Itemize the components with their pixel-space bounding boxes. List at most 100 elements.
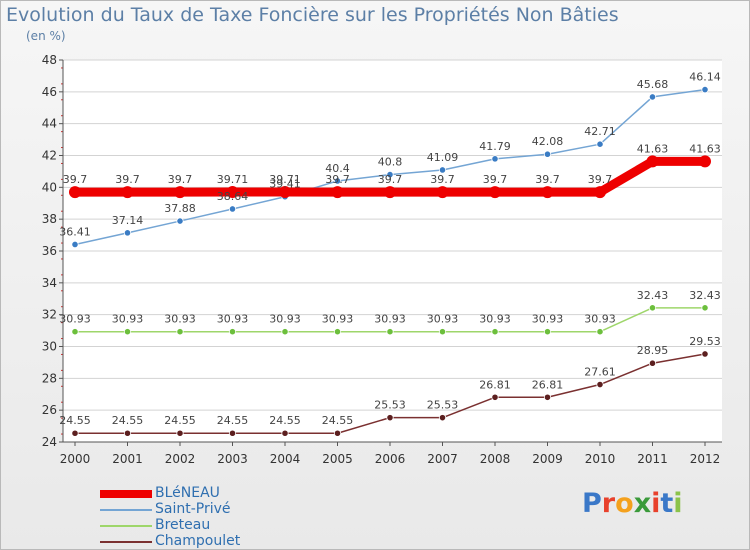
data-label: 24.55 (164, 414, 196, 427)
data-point (228, 429, 237, 437)
logo-letter: i (673, 488, 683, 519)
data-label: 30.93 (584, 313, 616, 326)
data-point (701, 350, 709, 358)
data-point (71, 328, 79, 336)
data-point (543, 393, 552, 401)
data-point (333, 328, 342, 336)
data-point (279, 185, 291, 198)
data-point (648, 304, 657, 312)
data-point (701, 86, 709, 94)
data-point (646, 155, 659, 168)
legend-label-saint-prive: Saint-Privé (155, 501, 231, 517)
data-point (699, 155, 711, 168)
legend-label-bleneau: BLéNEAU (155, 485, 220, 501)
x-tick-label: 2002 (165, 452, 196, 466)
data-label: 39.7 (535, 173, 560, 186)
data-point (701, 304, 709, 312)
data-point (386, 328, 394, 336)
data-point (491, 328, 499, 336)
data-label: 30.93 (59, 313, 91, 326)
data-label: 24.55 (269, 414, 301, 427)
y-tick-label: 34 (42, 276, 57, 290)
data-point (438, 414, 447, 422)
data-point (596, 380, 604, 389)
data-point (333, 177, 342, 185)
data-label: 39.7 (430, 173, 455, 186)
data-label: 39.7 (168, 173, 193, 186)
data-point (176, 217, 184, 225)
x-tick-label: 2010 (585, 452, 616, 466)
x-tick-label: 2000 (60, 452, 91, 466)
logo-letter: i (651, 488, 661, 519)
y-tick-label: 38 (42, 212, 57, 226)
logo-letter: P (582, 488, 602, 519)
data-label: 41.09 (427, 151, 459, 164)
data-point (123, 328, 132, 336)
x-tick-label: 2009 (532, 452, 563, 466)
data-label: 40.4 (325, 162, 350, 175)
data-point (69, 186, 81, 199)
data-point (176, 328, 184, 336)
x-tick-label: 2012 (690, 452, 721, 466)
x-tick-label: 2007 (427, 452, 458, 466)
data-point (174, 186, 186, 199)
data-label: 37.88 (164, 202, 196, 215)
data-label: 42.71 (584, 125, 616, 138)
data-label: 39.71 (217, 173, 249, 186)
data-point (71, 429, 79, 437)
data-label: 30.93 (374, 313, 406, 326)
data-point (123, 229, 132, 237)
y-tick-label: 44 (42, 117, 57, 131)
data-label: 39.7 (483, 173, 508, 186)
data-label: 30.93 (269, 313, 301, 326)
data-label: 24.55 (217, 414, 249, 427)
data-label: 30.93 (217, 313, 249, 326)
data-label: 39.7 (588, 173, 613, 186)
logo-letter: t (660, 488, 674, 519)
data-label: 25.53 (374, 399, 406, 412)
data-point (596, 328, 604, 336)
legend-item-breteau: Breteau (100, 517, 300, 534)
x-tick-label: 2004 (270, 452, 301, 466)
data-point (438, 166, 447, 174)
legend: BLéNEAU Saint-Privé Breteau Champoulet (100, 485, 300, 550)
data-label: 26.81 (532, 378, 564, 391)
y-tick-label: 26 (42, 403, 57, 417)
legend-swatch-champoulet (100, 541, 152, 543)
y-tick-label: 28 (42, 371, 57, 385)
data-point (123, 429, 132, 437)
y-tick-label: 32 (42, 308, 57, 322)
x-tick-label: 2001 (112, 452, 143, 466)
data-point (386, 414, 394, 422)
data-label: 24.55 (322, 414, 354, 427)
data-label: 39.7 (325, 173, 350, 186)
data-label: 30.93 (164, 313, 196, 326)
data-point (281, 429, 289, 437)
proxiti-logo: Proxiti (582, 488, 683, 519)
x-tick-label: 2008 (480, 452, 511, 466)
legend-swatch-breteau (100, 525, 152, 527)
data-point (281, 328, 289, 336)
legend-item-bleneau: BLéNEAU (100, 485, 300, 502)
data-point (384, 186, 396, 199)
data-label: 42.08 (532, 135, 564, 148)
legend-swatch-saint-prive (100, 509, 152, 511)
data-label: 41.63 (689, 142, 721, 155)
data-point (331, 186, 344, 199)
data-point (648, 93, 657, 101)
data-label: 30.93 (322, 313, 354, 326)
legend-swatch-bleneau (100, 490, 152, 498)
logo-letter: x (633, 488, 652, 519)
legend-label-breteau: Breteau (155, 517, 211, 533)
data-point (541, 186, 554, 199)
data-point (438, 328, 447, 336)
data-label: 32.43 (689, 289, 721, 302)
y-tick-label: 36 (42, 244, 57, 258)
logo-letter: o (615, 488, 634, 519)
data-point (436, 186, 449, 199)
data-point (491, 393, 499, 401)
data-label: 38.64 (217, 190, 249, 203)
y-tick-label: 46 (42, 85, 57, 99)
data-point (594, 186, 606, 199)
x-tick-label: 2011 (637, 452, 668, 466)
